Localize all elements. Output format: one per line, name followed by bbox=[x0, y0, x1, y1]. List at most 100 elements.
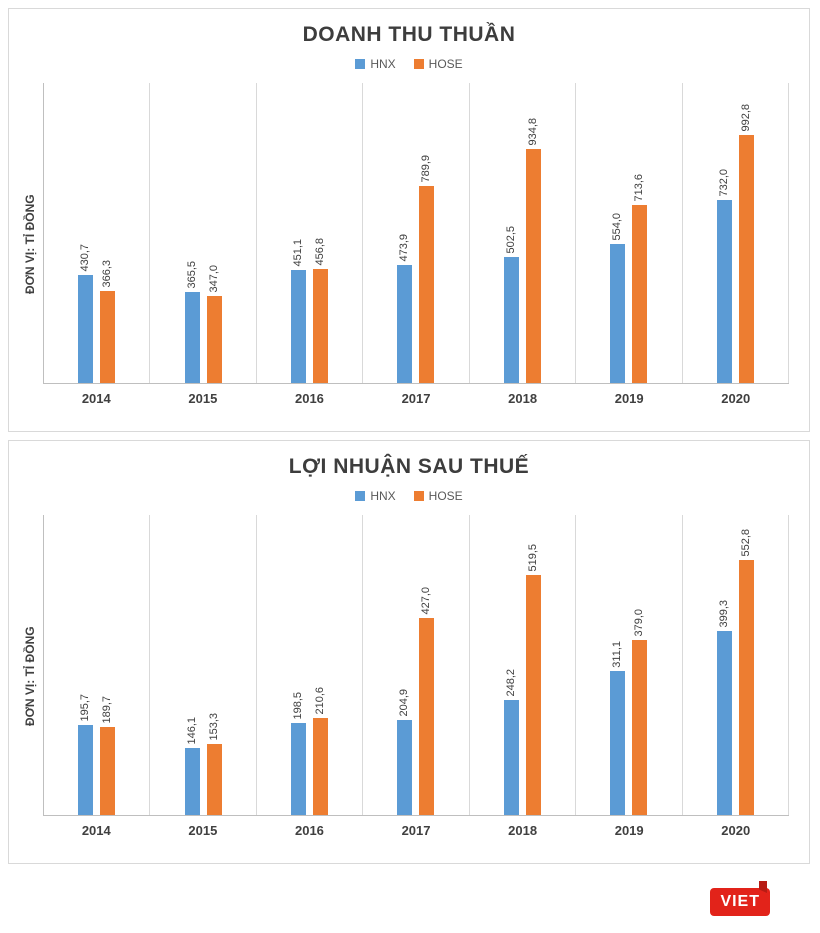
category-group-2014: 430,7 366,3 bbox=[44, 83, 151, 383]
legend-label-hnx: HNX bbox=[370, 489, 396, 503]
legend-item-hnx: HNX bbox=[355, 57, 396, 71]
bar-hose-2020 bbox=[738, 560, 754, 815]
viet-logo-text: VIET bbox=[720, 893, 760, 910]
plot-wrap: 430,7 366,3 365,5 347,0 451,1 456,8 473,9 789,9… bbox=[43, 83, 789, 406]
bar-hnx-2015 bbox=[184, 748, 200, 815]
bar-column-hose-2017: 789,9 bbox=[419, 155, 435, 383]
bar-hose-2019 bbox=[632, 205, 648, 383]
x-axis-label-2015: 2015 bbox=[188, 391, 218, 406]
bar-hnx-2020 bbox=[716, 631, 732, 815]
x-axis-label-2018: 2018 bbox=[508, 391, 538, 406]
bar-hose-2014 bbox=[100, 291, 116, 383]
bar-hnx-2019 bbox=[610, 244, 626, 383]
bar-value-label: 198,5 bbox=[292, 692, 305, 720]
category-group-2019: 311,1 379,0 bbox=[576, 515, 683, 815]
chart-title: LỢI NHUẬN SAU THUẾ bbox=[288, 455, 530, 478]
bar-value-label: 248,2 bbox=[504, 669, 517, 697]
bar-value-label: 379,0 bbox=[633, 609, 646, 637]
bar-value-label: 456,8 bbox=[314, 238, 327, 266]
bar-column-hnx-2019: 311,1 bbox=[610, 641, 626, 815]
bar-value-label: 427,0 bbox=[420, 587, 433, 615]
bar-value-label: 189,7 bbox=[101, 696, 114, 724]
viet-logo: VIET bbox=[710, 881, 770, 916]
logo-flag-icon bbox=[759, 881, 767, 893]
bar-column-hose-2019: 713,6 bbox=[632, 174, 648, 383]
bar-column-hnx-2018: 248,2 bbox=[503, 669, 519, 815]
bar-column-hose-2018: 934,8 bbox=[525, 118, 541, 383]
bar-value-label: 451,1 bbox=[292, 239, 305, 267]
bar-value-label: 554,0 bbox=[611, 213, 624, 241]
bar-value-label: 789,9 bbox=[420, 155, 433, 183]
profit-chart-card: LỢI NHUẬN SAU THUẾ HNX HOSE ĐƠN VỊ: TỈ Đ… bbox=[8, 440, 810, 864]
bar-column-hnx-2015: 146,1 bbox=[184, 717, 200, 815]
bar-hnx-2014 bbox=[78, 725, 94, 815]
y-axis-label: ĐƠN VỊ: TỈ ĐỒNG bbox=[23, 626, 37, 727]
bar-column-hose-2019: 379,0 bbox=[632, 609, 648, 815]
bar-hnx-2016 bbox=[291, 723, 307, 815]
plot-area: 430,7 366,3 365,5 347,0 451,1 456,8 473,9 789,9… bbox=[43, 83, 789, 384]
legend: HNX HOSE bbox=[9, 57, 809, 71]
x-axis-label-2019: 2019 bbox=[614, 391, 644, 406]
bar-value-label: 992,8 bbox=[739, 104, 752, 132]
bar-column-hose-2016: 456,8 bbox=[313, 238, 329, 383]
category-group-2014: 195,7 189,7 bbox=[44, 515, 151, 815]
x-axis-label-2019: 2019 bbox=[614, 823, 644, 838]
category-group-2020: 399,3 552,8 bbox=[683, 515, 789, 815]
bar-hose-2016 bbox=[313, 718, 329, 815]
bar-value-label: 365,5 bbox=[185, 261, 198, 289]
x-axis-label-2016: 2016 bbox=[294, 391, 324, 406]
bar-column-hnx-2017: 473,9 bbox=[397, 234, 413, 383]
bar-hose-2014 bbox=[100, 727, 116, 815]
bar-value-label: 713,6 bbox=[633, 174, 646, 202]
y-axis-label: ĐƠN VỊ: TỈ ĐỒNG bbox=[23, 194, 37, 295]
bar-column-hose-2015: 347,0 bbox=[206, 265, 222, 383]
bar-value-label: 473,9 bbox=[398, 234, 411, 262]
bar-column-hnx-2016: 451,1 bbox=[291, 239, 307, 383]
bar-hose-2015 bbox=[206, 296, 222, 383]
bar-column-hnx-2018: 502,5 bbox=[503, 226, 519, 383]
bar-hose-2018 bbox=[525, 575, 541, 815]
legend-swatch-hose-icon bbox=[413, 59, 424, 69]
legend-item-hose: HOSE bbox=[413, 57, 463, 71]
bar-value-label: 153,3 bbox=[207, 713, 220, 741]
bar-column-hnx-2020: 732,0 bbox=[716, 169, 732, 383]
bar-value-label: 502,5 bbox=[504, 226, 517, 254]
bar-hnx-2017 bbox=[397, 720, 413, 815]
legend-swatch-hnx-icon bbox=[355, 491, 366, 501]
chart-body: ĐƠN VỊ: TỈ ĐỒNG 430,7 366,3 365,5 347,0 451,… bbox=[17, 83, 789, 406]
bar-hose-2019 bbox=[632, 640, 648, 815]
revenue-chart-card: DOANH THU THUẦN HNX HOSE ĐƠN VỊ: TỈ ĐỒNG… bbox=[8, 8, 810, 432]
x-axis-label-2016: 2016 bbox=[294, 823, 324, 838]
plot-area: 195,7 189,7 146,1 153,3 198,5 210,6 204,9 427,0… bbox=[43, 515, 789, 816]
category-group-2020: 732,0 992,8 bbox=[683, 83, 789, 383]
bar-hnx-2018 bbox=[503, 700, 519, 815]
bar-value-label: 210,6 bbox=[314, 687, 327, 715]
bar-column-hose-2018: 519,5 bbox=[525, 544, 541, 815]
category-group-2019: 554,0 713,6 bbox=[576, 83, 683, 383]
bar-hnx-2017 bbox=[397, 265, 413, 383]
bar-column-hose-2015: 153,3 bbox=[206, 713, 222, 815]
bar-hose-2016 bbox=[313, 269, 329, 383]
bar-value-label: 519,5 bbox=[526, 544, 539, 572]
bar-value-label: 311,1 bbox=[611, 641, 624, 668]
category-group-2016: 198,5 210,6 bbox=[257, 515, 364, 815]
bar-column-hnx-2016: 198,5 bbox=[291, 692, 307, 815]
bar-value-label: 347,0 bbox=[207, 265, 220, 293]
bar-value-label: 430,7 bbox=[79, 244, 92, 272]
x-axis-label-2020: 2020 bbox=[721, 823, 751, 838]
bar-column-hose-2016: 210,6 bbox=[313, 687, 329, 815]
x-axis-label-2018: 2018 bbox=[508, 823, 538, 838]
bar-hnx-2016 bbox=[291, 270, 307, 383]
bar-column-hnx-2017: 204,9 bbox=[397, 689, 413, 815]
bar-column-hose-2017: 427,0 bbox=[419, 587, 435, 815]
x-axis-label-2014: 2014 bbox=[81, 391, 111, 406]
category-group-2017: 473,9 789,9 bbox=[363, 83, 470, 383]
bar-hose-2018 bbox=[525, 149, 541, 383]
category-group-2015: 146,1 153,3 bbox=[150, 515, 257, 815]
bar-hose-2017 bbox=[419, 186, 435, 383]
x-axis: 2014 2015 2016 2017 2018 2019 2020 bbox=[43, 823, 789, 838]
bar-value-label: 204,9 bbox=[398, 689, 411, 717]
bar-column-hnx-2020: 399,3 bbox=[716, 600, 732, 815]
bar-column-hose-2020: 992,8 bbox=[738, 104, 754, 383]
chart-body: ĐƠN VỊ: TỈ ĐỒNG 195,7 189,7 146,1 153,3 198,… bbox=[17, 515, 789, 838]
